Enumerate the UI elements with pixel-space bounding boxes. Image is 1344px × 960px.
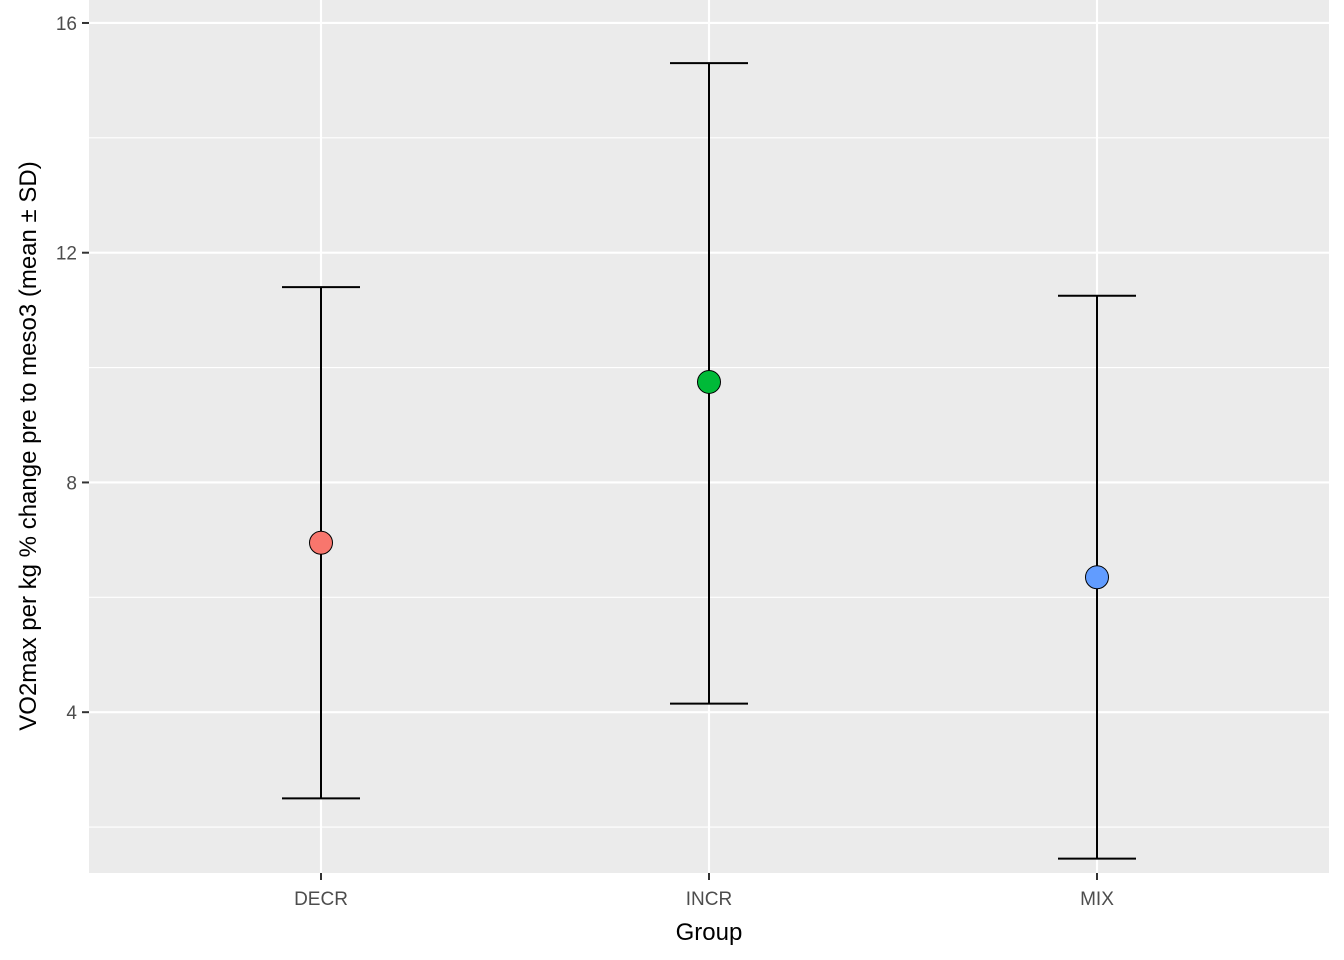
x-axis-title: Group bbox=[676, 919, 743, 946]
x-axis-ticks: DECR INCR MIX bbox=[294, 873, 1114, 910]
mean-point-decr bbox=[309, 530, 333, 555]
y-axis-ticks: 4 8 12 16 bbox=[56, 14, 89, 724]
x-tick-label: INCR bbox=[686, 889, 732, 910]
data-marks bbox=[282, 62, 1136, 860]
y-tick-label: 16 bbox=[56, 14, 77, 35]
y-tick-label: 12 bbox=[56, 244, 77, 265]
y-axis-title: VO2max per kg % change pre to meso3 (mea… bbox=[15, 161, 42, 730]
x-tick-label: DECR bbox=[294, 889, 348, 910]
mean-point-mix bbox=[1085, 565, 1109, 590]
mean-point-incr bbox=[697, 369, 721, 394]
y-tick-label: 4 bbox=[66, 703, 77, 724]
x-tick-label: MIX bbox=[1080, 889, 1114, 910]
y-tick-label: 8 bbox=[66, 473, 77, 494]
